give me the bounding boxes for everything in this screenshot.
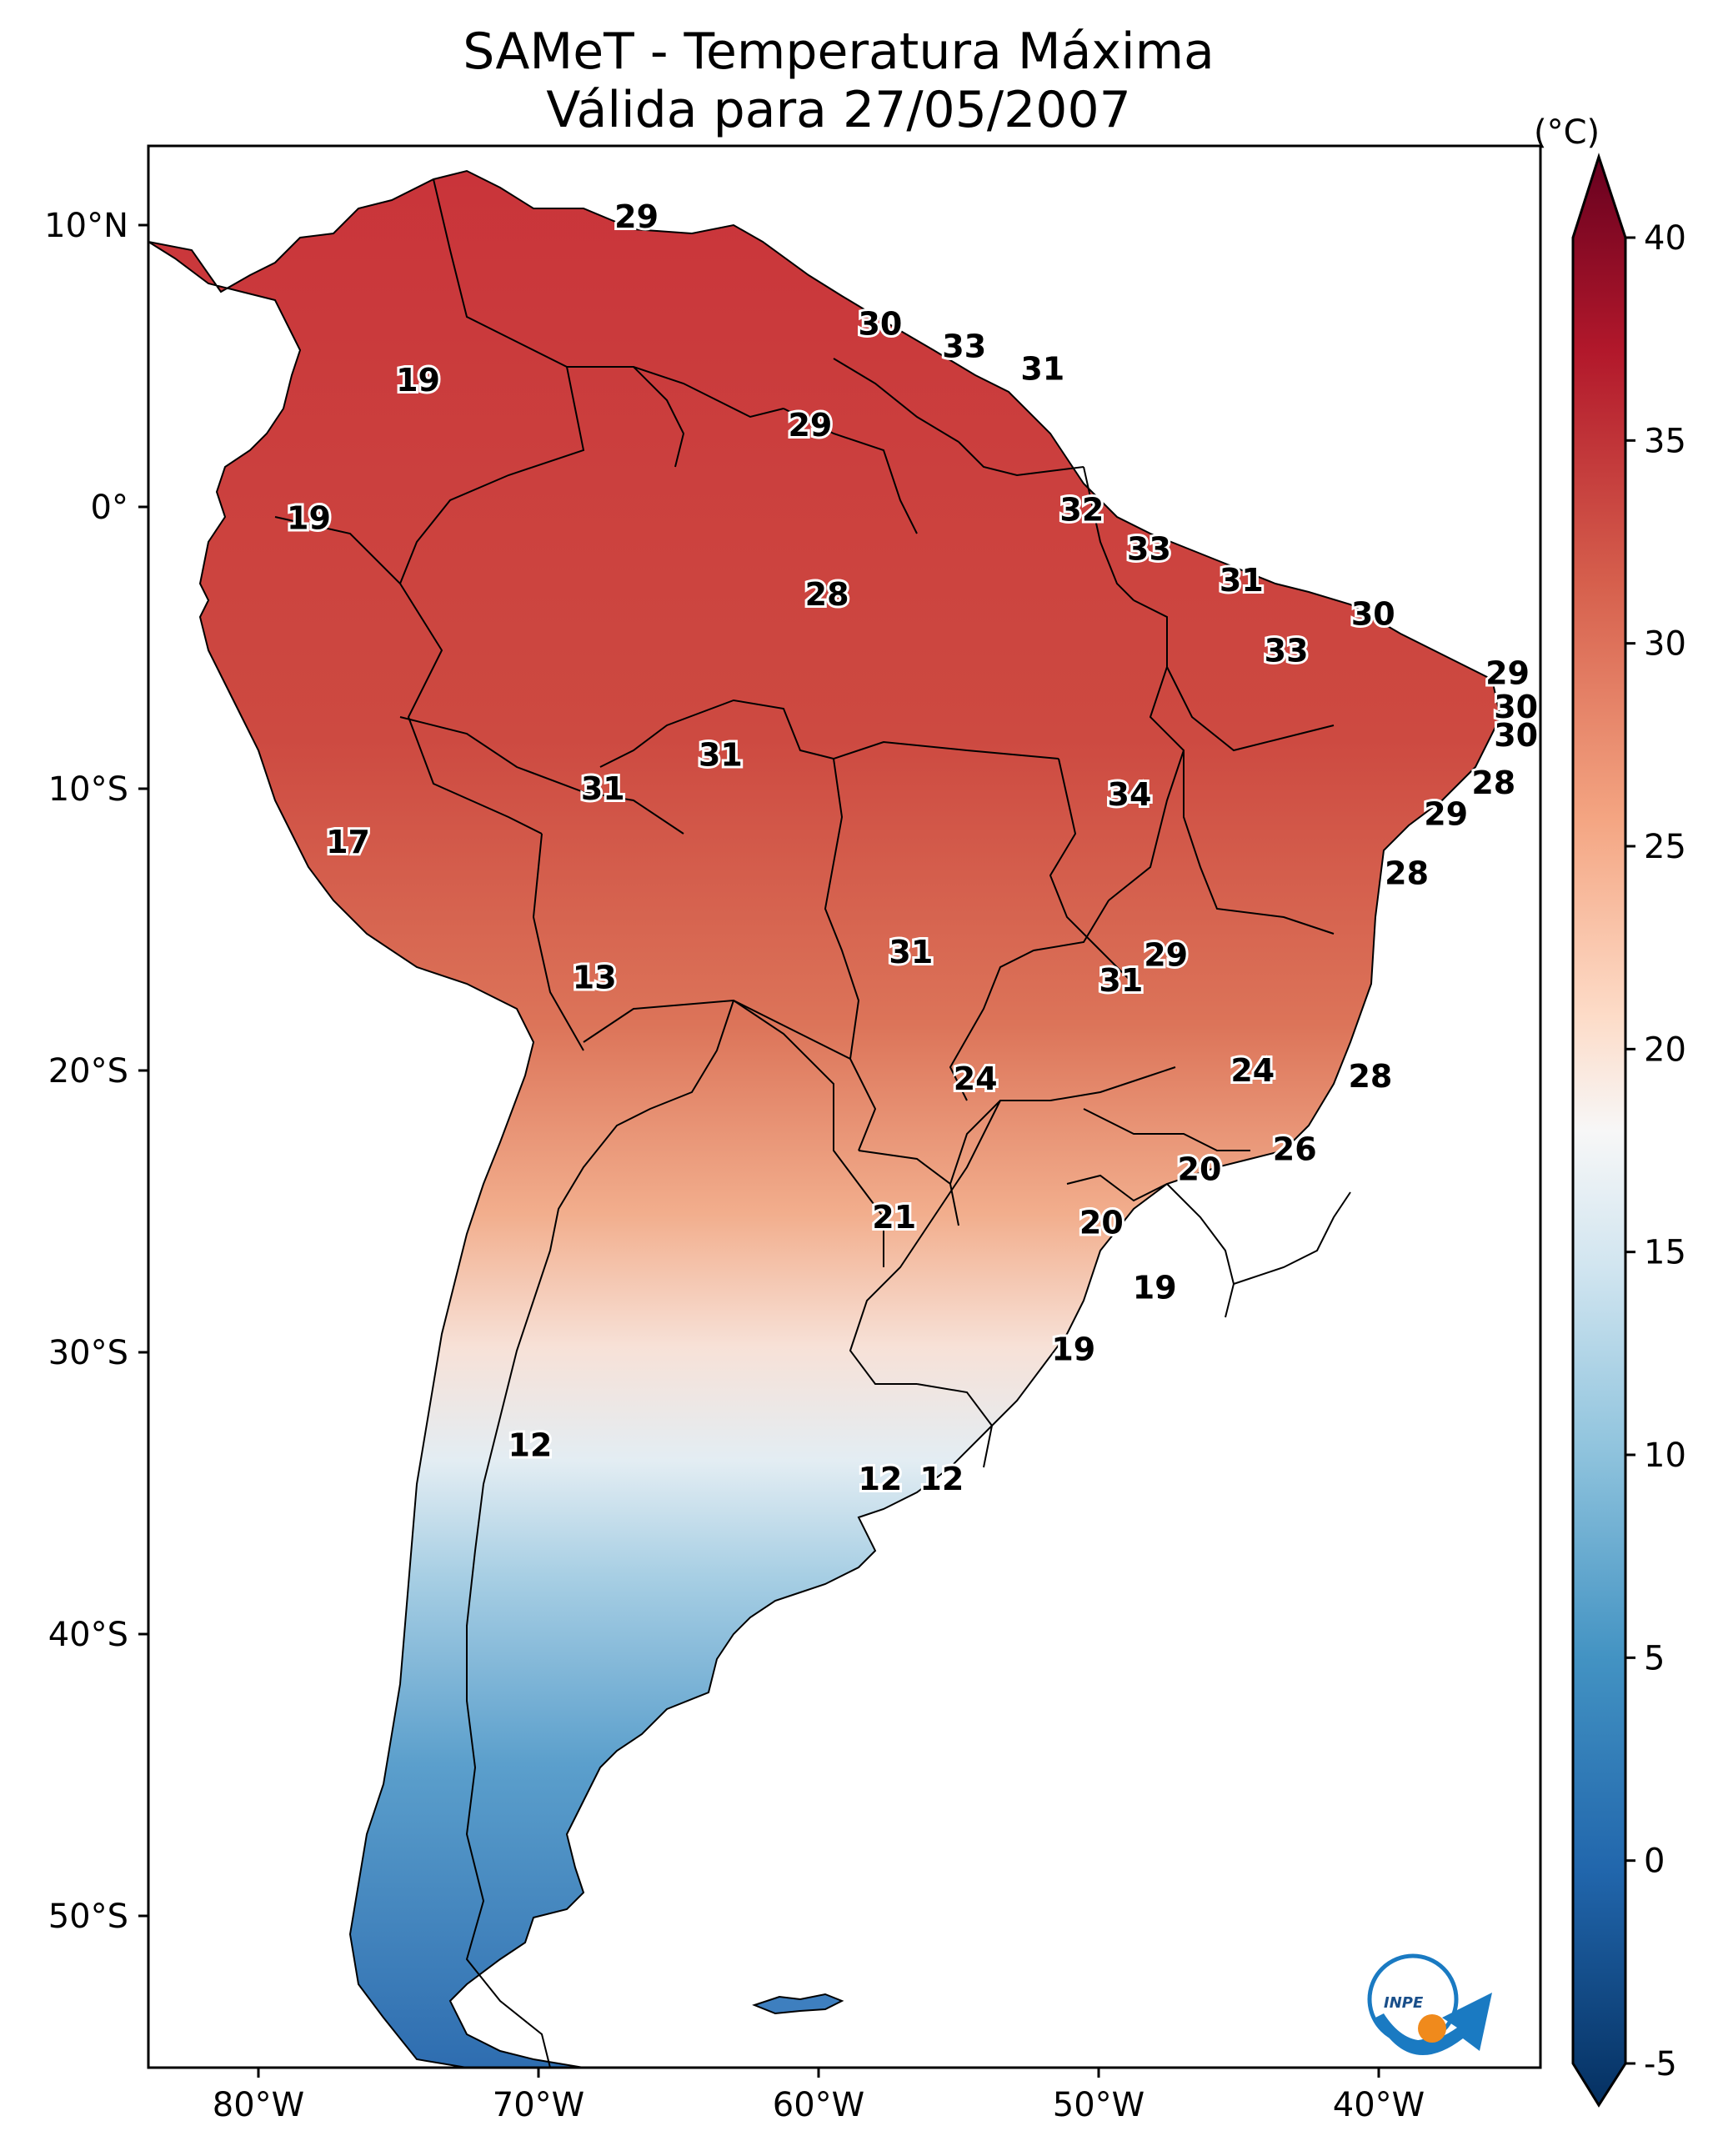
colorbar-tick-label: 30 — [1644, 625, 1686, 664]
temperature-label: 12 — [919, 1461, 964, 1497]
colorbar-tick-label: 35 — [1644, 422, 1686, 460]
temperature-label: 28 — [805, 576, 849, 613]
map-title-line2: Válida para 27/05/2007 — [546, 81, 1131, 139]
temperature-label: 32 — [1059, 491, 1104, 528]
colorbar-tick-label: 0 — [1644, 1843, 1665, 1881]
temperature-label: 29 — [1144, 936, 1188, 973]
lat-tick-label: 0° — [91, 489, 128, 527]
colorbar-unit: (°C) — [1534, 113, 1600, 152]
temperature-label: 31 — [581, 770, 625, 807]
lat-tick-label: 50°S — [48, 1898, 128, 1936]
temperature-label: 28 — [1471, 765, 1515, 801]
inpe-logo-text: INPE — [1384, 1994, 1424, 2012]
temperature-label: 13 — [573, 959, 617, 995]
temperature-label: 30 — [1494, 717, 1538, 754]
colorbar-tick-label: 15 — [1644, 1234, 1686, 1272]
temperature-label: 33 — [942, 328, 986, 364]
falkland-islands — [752, 1993, 844, 2015]
temperature-label: 29 — [1424, 795, 1468, 832]
colorbar-tick-label: -5 — [1644, 2045, 1677, 2083]
lon-tick-label: 60°W — [773, 2086, 864, 2124]
temperature-label: 20 — [1079, 1205, 1124, 1241]
lat-tick-label: 10°N — [44, 207, 128, 245]
colorbar-tick-label: 5 — [1644, 1639, 1665, 1677]
temperature-label: 29 — [1485, 654, 1530, 691]
temperature-label: 33 — [1265, 632, 1309, 669]
temperature-label: 21 — [872, 1199, 916, 1236]
temperature-label: 20 — [1178, 1151, 1222, 1187]
temperature-label: 31 — [889, 934, 933, 970]
temperature-label: 19 — [396, 362, 440, 399]
lat-tick-label: 30°S — [48, 1334, 128, 1372]
temperature-label: 31 — [1020, 350, 1064, 387]
colorbar-ticks: 40 35 30 25 20 15 10 5 0 -5 — [1625, 219, 1686, 2083]
colorbar-bar — [1571, 153, 1627, 2108]
temperature-label: 29 — [788, 407, 832, 444]
temperature-label: 24 — [1230, 1052, 1275, 1089]
colorbar-tick-label: 40 — [1644, 219, 1686, 258]
map-frame — [147, 144, 1542, 2069]
country-borders — [274, 178, 1351, 2068]
map-title-line1: SAMeT - Temperatura Máxima — [463, 23, 1215, 81]
temperature-label: 29 — [614, 198, 659, 235]
colorbar-tick-label: 10 — [1644, 1436, 1686, 1475]
colorbar-tick-label: 20 — [1644, 1030, 1686, 1069]
inpe-logo-icon: INPE — [1367, 1953, 1492, 2055]
lat-tick-label: 20°S — [48, 1052, 128, 1091]
temperature-label: 12 — [858, 1461, 902, 1497]
lon-tick-label: 50°W — [1053, 2086, 1144, 2124]
temperature-label: 31 — [1220, 562, 1264, 599]
colorbar-tick-label: 25 — [1644, 828, 1686, 866]
temperature-label: 19 — [287, 500, 331, 537]
temperature-label: 24 — [954, 1060, 998, 1097]
lon-tick-label: 70°W — [493, 2086, 584, 2124]
longitude-ticks: 80°W 70°W 60°W 50°W 40°W — [213, 2068, 1425, 2124]
temperature-label: 31 — [1099, 962, 1143, 999]
temperature-label: 30 — [858, 305, 902, 342]
temperature-label: 17 — [326, 824, 370, 860]
latitude-ticks: 10°N 0° 10°S 20°S 30°S 40°S 50°S — [44, 207, 148, 1936]
lat-tick-label: 40°S — [48, 1616, 128, 1654]
temperature-label: 12 — [508, 1427, 552, 1464]
south-america-land — [148, 169, 1502, 2068]
temperature-label: 31 — [699, 736, 743, 773]
lon-tick-label: 80°W — [213, 2086, 304, 2124]
colorbar: (°C) 40 35 30 25 20 15 10 5 0 -5 — [1534, 113, 1686, 2108]
temperature-label: 34 — [1108, 776, 1152, 813]
temperature-label: 19 — [1051, 1331, 1095, 1368]
temperature-label: 30 — [1494, 689, 1538, 725]
temperature-label: 30 — [1351, 595, 1395, 632]
temperature-label: 28 — [1385, 855, 1429, 891]
temperature-label: 26 — [1273, 1131, 1317, 1168]
temperature-label: 28 — [1348, 1058, 1392, 1095]
lat-tick-label: 10°S — [48, 770, 128, 809]
temperature-label: 33 — [1127, 531, 1171, 568]
lon-tick-label: 40°W — [1333, 2086, 1425, 2124]
temperature-label: 19 — [1133, 1269, 1177, 1306]
